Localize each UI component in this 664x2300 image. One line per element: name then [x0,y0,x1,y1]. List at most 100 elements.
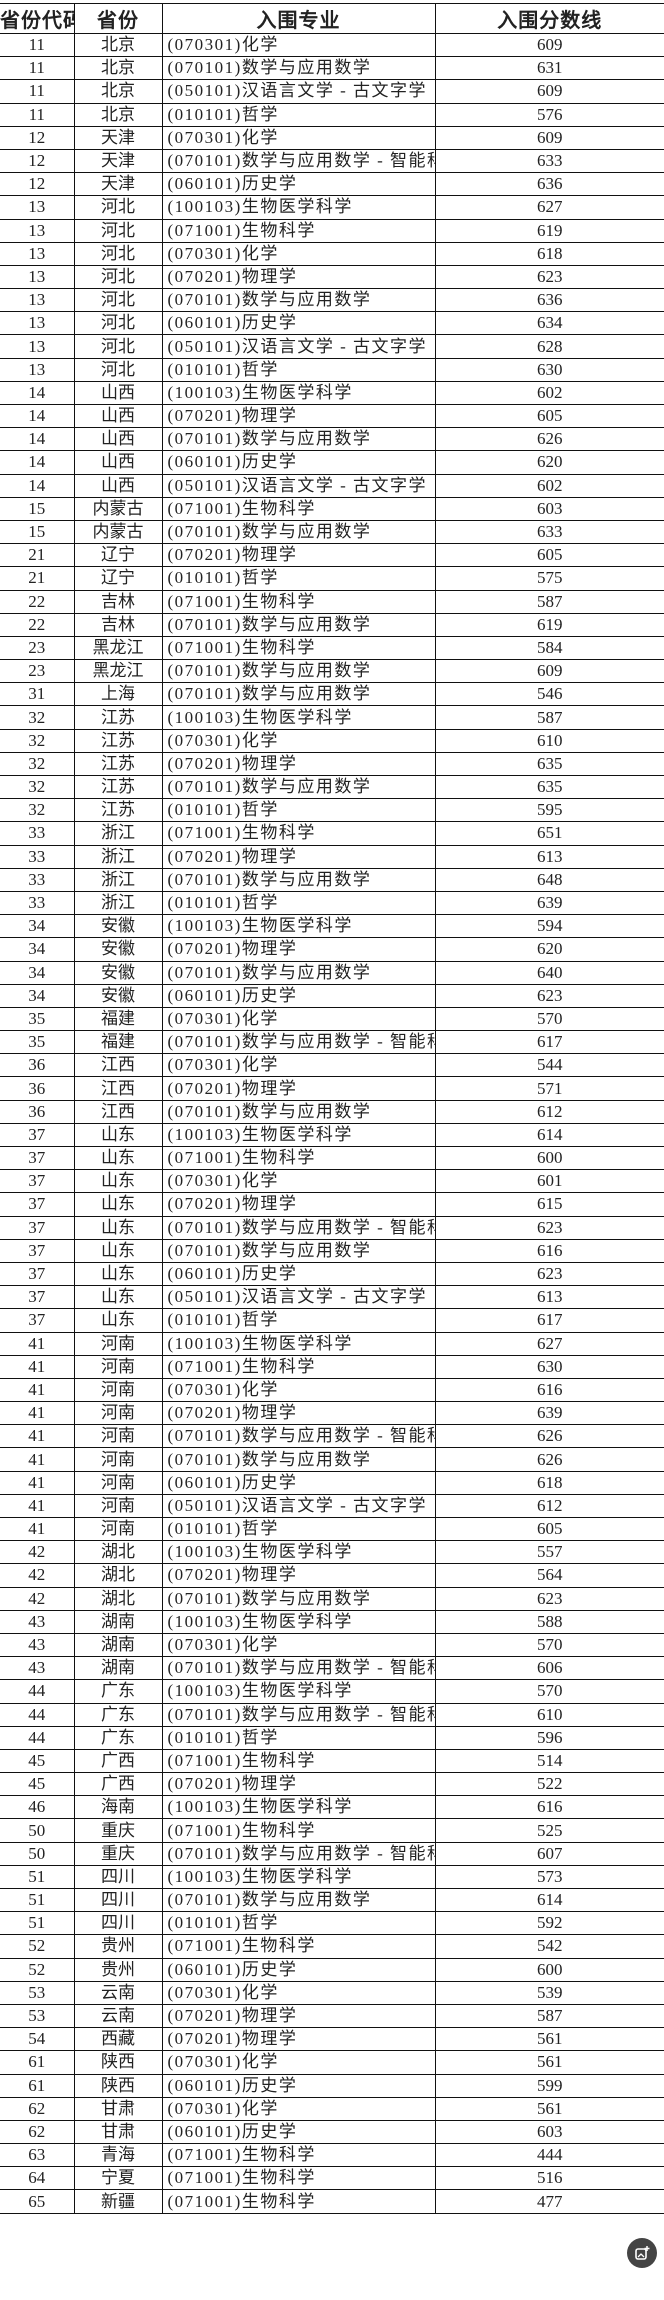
province-cell: 安徽 [73,914,163,939]
major-cell: (060101)历史学 [161,983,436,1008]
province-code-cell: 53 [0,1980,75,2005]
score-cell: 477 [434,2189,664,2214]
major-cell: (070201)物理学 [161,403,436,429]
score-cell: 623 [434,1215,664,1240]
major-cell: (070101)数学与应用数学 [161,1238,436,1263]
province-code-cell: 41 [0,1377,75,1403]
province-code-cell: 45 [0,1772,75,1797]
major-cell: (050101)汉语言文学 - 古文字学 [161,1493,436,1519]
province-cell: 重庆 [73,1818,163,1843]
score-cell: 610 [434,1702,664,1727]
major-cell: (070101)数学与应用数学 [161,56,436,81]
table-row: 43 湖南 (070301)化学 570 [0,1632,664,1658]
score-cell: 626 [434,427,664,452]
table-row: 34 安徽 (060101)历史学 623 [0,983,664,1008]
table-row: 41 河南 (050101)汉语言文学 - 古文字学 612 [0,1493,664,1519]
major-cell: (070301)化学 [161,241,436,266]
province-code-cell: 11 [0,79,75,104]
province-cell: 广西 [73,1748,163,1774]
province-code-cell: 35 [0,1006,75,1032]
province-cell: 上海 [73,682,163,707]
score-cell: 576 [434,102,664,127]
province-cell: 河南 [73,1470,163,1495]
score-cell: 605 [434,403,664,429]
province-cell: 贵州 [73,1957,163,1982]
province-code-cell: 43 [0,1609,75,1634]
province-cell: 安徽 [73,937,163,962]
score-cell: 617 [434,1308,664,1333]
table-row: 11 北京 (070101)数学与应用数学 631 [0,56,664,81]
province-cell: 内蒙古 [73,496,163,521]
score-cell: 561 [434,2050,664,2075]
table-row: 50 重庆 (071001)生物科学 525 [0,1818,664,1843]
province-code-cell: 31 [0,682,75,707]
province-code-cell: 44 [0,1679,75,1704]
major-cell: (070301)化学 [161,1053,436,1078]
province-code-cell: 63 [0,2143,75,2168]
province-cell: 内蒙古 [73,519,163,545]
table-row: 37 山东 (070201)物理学 615 [0,1192,664,1217]
table-row: 41 河南 (070101)数学与应用数学 626 [0,1447,664,1472]
province-code-cell: 23 [0,635,75,661]
province-code-cell: 41 [0,1354,75,1379]
major-cell: (070101)数学与应用数学 [161,1447,436,1472]
province-code-cell: 53 [0,2003,75,2029]
table-row: 32 江苏 (010101)哲学 595 [0,798,664,823]
province-cell: 河北 [73,195,163,220]
major-cell: (060101)历史学 [161,172,436,197]
province-code-cell: 37 [0,1169,75,1194]
score-cell: 587 [434,589,664,614]
table-row: 13 河北 (050101)汉语言文学 - 古文字学 628 [0,334,664,359]
major-cell: (100103)生物医学科学 [161,1540,436,1565]
province-code-cell: 65 [0,2189,75,2214]
admission-score-table: 省份代码 省份 入围专业 入围分数线 11北京(070301)化学60911北京… [0,3,664,2214]
province-code-cell: 12 [0,148,75,174]
major-cell: (100103)生物医学科学 [161,195,436,220]
major-cell: (071001)生物科学 [161,2143,436,2168]
province-cell: 甘肃 [73,2119,163,2145]
province-cell: 河南 [73,1401,163,1426]
table-row: 44 广东 (070101)数学与应用数学 - 智能科学 610 [0,1702,664,1727]
major-cell: (070101)数学与应用数学 [161,1099,436,1124]
table-row: 14 山西 (100103)生物医学科学 602 [0,380,664,406]
score-cell: 609 [434,79,664,104]
table-row: 11 北京 (050101)汉语言文学 - 古文字学 609 [0,79,664,104]
score-cell: 603 [434,496,664,521]
major-cell: (060101)历史学 [161,2119,436,2145]
score-cell: 595 [434,798,664,823]
table-row: 37 山东 (070301)化学 601 [0,1169,664,1194]
province-code-cell: 15 [0,496,75,521]
major-cell: (070101)数学与应用数学 [161,612,436,637]
province-code-cell: 62 [0,2096,75,2121]
score-cell: 610 [434,728,664,753]
province-cell: 广东 [73,1725,163,1750]
table-row: 21 辽宁 (070201)物理学 605 [0,543,664,568]
province-cell: 河南 [73,1424,163,1449]
province-code-cell: 12 [0,172,75,197]
major-cell: (060101)历史学 [161,311,436,336]
score-cell: 636 [434,288,664,313]
province-code-cell: 52 [0,1957,75,1982]
major-cell: (070201)物理学 [161,2003,436,2029]
score-cell: 544 [434,1053,664,1078]
province-cell: 云南 [73,2003,163,2029]
floating-image-button[interactable] [627,2238,657,2268]
score-cell: 588 [434,1609,664,1634]
major-cell: (010101)哲学 [161,890,436,916]
province-code-cell: 14 [0,427,75,452]
score-cell: 594 [434,914,664,939]
score-cell: 609 [434,32,664,58]
province-code-cell: 51 [0,1864,75,1890]
table-row: 41 河南 (010101)哲学 605 [0,1516,664,1542]
major-cell: (070201)物理学 [161,543,436,568]
province-code-cell: 13 [0,311,75,336]
score-cell: 633 [434,148,664,174]
major-cell: (100103)生物医学科学 [161,380,436,406]
table-row: 22 吉林 (070101)数学与应用数学 619 [0,612,664,637]
score-cell: 596 [434,1725,664,1750]
province-cell: 江西 [73,1099,163,1124]
score-cell: 623 [434,983,664,1008]
province-code-cell: 35 [0,1030,75,1055]
province-code-cell: 54 [0,2027,75,2052]
score-cell: 627 [434,1331,664,1356]
